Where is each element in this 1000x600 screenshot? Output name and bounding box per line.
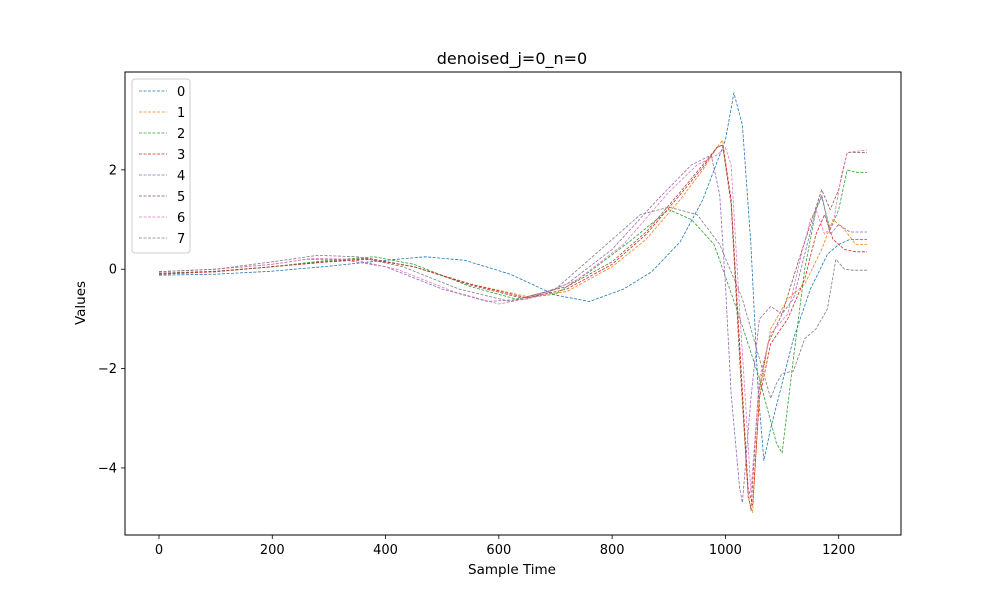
series-line-4 <box>158 154 867 504</box>
x-tick-label: 600 <box>486 543 511 558</box>
legend-label-0: 0 <box>177 85 185 100</box>
y-tick-label: 0 <box>109 263 117 278</box>
x-tick-label: 200 <box>260 543 285 558</box>
legend-box <box>131 78 191 254</box>
x-tick-label: 1000 <box>709 543 742 558</box>
series-line-0 <box>158 92 867 461</box>
series-line-2 <box>158 169 867 454</box>
legend-label-3: 3 <box>177 148 185 163</box>
chart-title: denoised_j=0_n=0 <box>437 49 587 69</box>
x-axis: 0 200 400 600 800 1000 1200 <box>155 535 855 558</box>
x-tick-label: 1200 <box>822 543 855 558</box>
x-tick-label: 400 <box>373 543 398 558</box>
series-line-5 <box>158 144 867 511</box>
y-tick-label: −2 <box>98 362 117 377</box>
x-tick-label: 800 <box>600 543 625 558</box>
legend-label-7: 7 <box>177 232 185 247</box>
series-line-6 <box>158 147 868 494</box>
legend-label-5: 5 <box>177 190 185 205</box>
y-axis-label: Values <box>73 281 89 325</box>
x-axis-label: Sample Time <box>468 562 556 578</box>
x-tick-label: 0 <box>155 543 163 558</box>
legend-label-2: 2 <box>177 127 185 142</box>
y-tick-label: 2 <box>109 163 117 178</box>
legend: 0 1 2 3 4 5 6 7 <box>131 78 191 254</box>
series-line-1 <box>158 139 867 513</box>
legend-label-1: 1 <box>177 106 185 121</box>
legend-label-4: 4 <box>177 169 185 184</box>
y-tick-label: −4 <box>98 461 117 476</box>
plot-area-frame <box>124 71 902 536</box>
y-axis: 2 0 −2 −4 <box>98 163 125 476</box>
legend-label-6: 6 <box>177 211 185 226</box>
